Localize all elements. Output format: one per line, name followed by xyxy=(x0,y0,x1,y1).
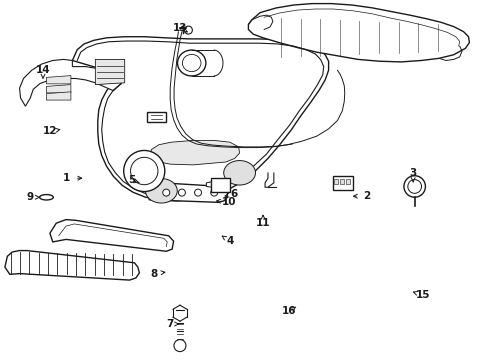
Text: 12: 12 xyxy=(42,126,57,136)
Circle shape xyxy=(407,180,421,193)
Ellipse shape xyxy=(177,50,205,76)
FancyBboxPatch shape xyxy=(340,179,344,184)
Text: 11: 11 xyxy=(255,218,270,228)
Ellipse shape xyxy=(40,195,53,200)
Text: 8: 8 xyxy=(150,269,157,279)
Text: 7: 7 xyxy=(166,319,174,329)
Circle shape xyxy=(163,189,169,196)
Ellipse shape xyxy=(182,54,201,72)
FancyBboxPatch shape xyxy=(211,178,229,192)
Polygon shape xyxy=(5,251,139,280)
Circle shape xyxy=(130,157,158,185)
Polygon shape xyxy=(149,140,239,165)
Text: 6: 6 xyxy=(230,189,237,199)
Polygon shape xyxy=(206,182,211,187)
Circle shape xyxy=(178,189,185,196)
Polygon shape xyxy=(95,59,124,85)
FancyBboxPatch shape xyxy=(146,112,166,122)
Polygon shape xyxy=(72,37,328,201)
Polygon shape xyxy=(46,92,71,100)
Text: 1: 1 xyxy=(62,173,69,183)
Text: 16: 16 xyxy=(282,306,296,316)
Text: 13: 13 xyxy=(172,23,187,33)
Polygon shape xyxy=(46,76,71,84)
Text: 5: 5 xyxy=(128,175,135,185)
Polygon shape xyxy=(248,4,468,62)
Circle shape xyxy=(123,150,164,192)
FancyBboxPatch shape xyxy=(332,176,352,190)
Text: 9: 9 xyxy=(27,192,34,202)
Text: 14: 14 xyxy=(36,65,50,75)
Circle shape xyxy=(174,339,185,352)
Polygon shape xyxy=(46,85,71,93)
Circle shape xyxy=(194,189,201,196)
FancyBboxPatch shape xyxy=(334,179,338,184)
Text: 10: 10 xyxy=(221,197,236,207)
Circle shape xyxy=(210,189,217,196)
Ellipse shape xyxy=(223,161,255,185)
Ellipse shape xyxy=(145,179,177,203)
Polygon shape xyxy=(149,183,227,202)
Text: 2: 2 xyxy=(363,191,369,201)
Circle shape xyxy=(403,176,425,197)
Text: 15: 15 xyxy=(415,290,429,300)
Polygon shape xyxy=(50,220,173,251)
Text: 4: 4 xyxy=(225,236,233,246)
Text: 3: 3 xyxy=(409,168,416,178)
FancyBboxPatch shape xyxy=(346,179,349,184)
Polygon shape xyxy=(20,59,121,106)
